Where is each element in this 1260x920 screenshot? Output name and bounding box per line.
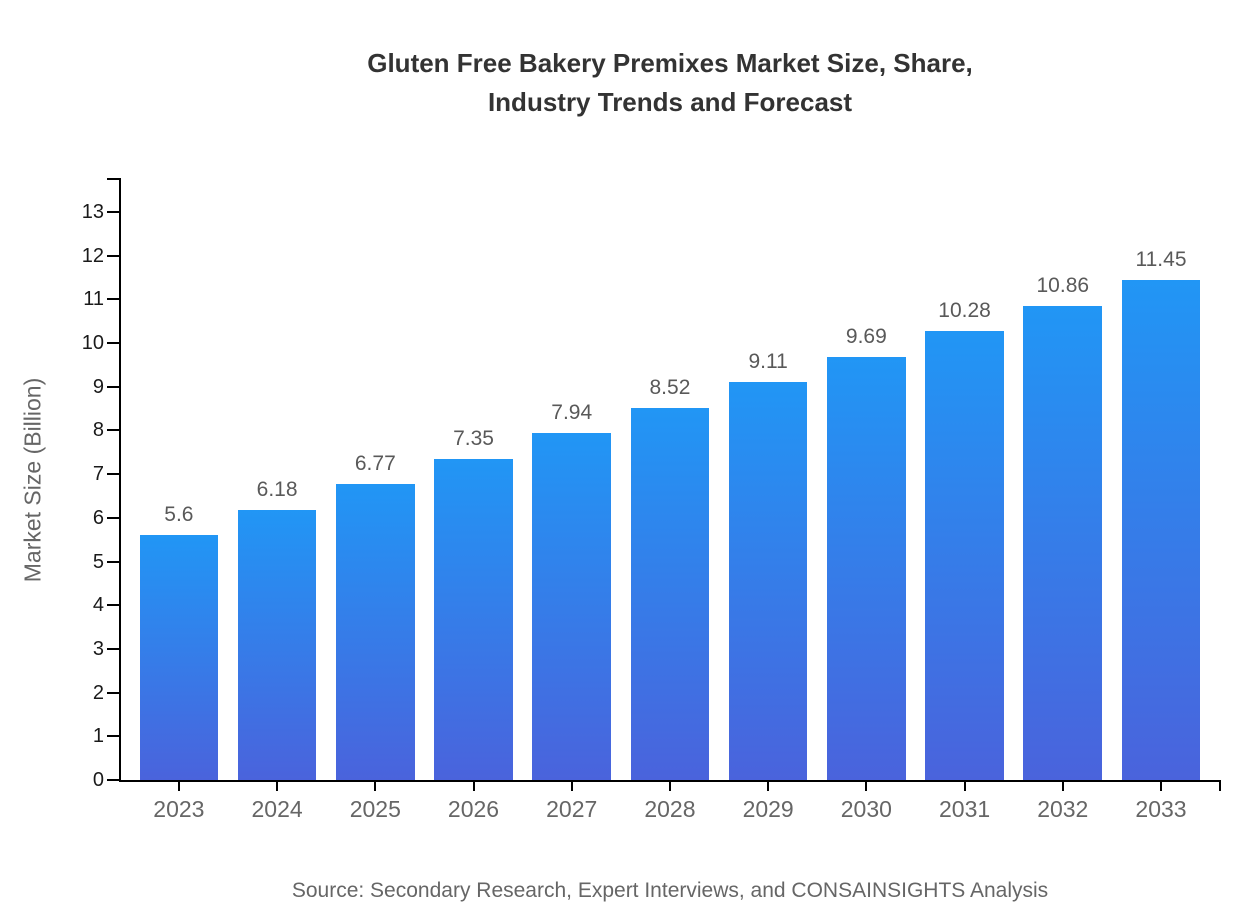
chart-title-line1: Gluten Free Bakery Premixes Market Size,… [367,48,973,78]
x-tick-label: 2025 [349,796,401,822]
y-tick [107,560,119,563]
y-tick [107,647,119,650]
x-tick [668,782,671,791]
bar-value-label: 9.11 [748,349,788,373]
y-tick-label: 1 [92,725,104,748]
bar-value-label: 11.45 [1135,247,1187,271]
x-tick [767,782,770,791]
x-tick [374,782,377,791]
y-tick-label: 3 [92,637,104,660]
y-tick [107,691,119,694]
bar [237,509,317,780]
source-note: Source: Secondary Research, Expert Inter… [291,879,1049,902]
y-tick [107,604,119,607]
y-tick-label: 4 [92,594,104,617]
bar [630,407,710,780]
y-axis-line [119,178,121,782]
bar-value-label: 9.69 [845,324,887,348]
y-tick-label: 11 [83,288,104,311]
y-tick-label: 8 [92,419,104,442]
bar-value-label: 7.35 [453,426,494,450]
y-tick-label: 2 [92,681,104,704]
bar [925,330,1004,780]
y-tick-label: 10 [81,332,104,355]
y-tick [107,342,119,345]
bar-value-label: 10.86 [1036,273,1090,297]
bar-value-label: 10.28 [938,298,991,322]
y-tick [107,385,119,388]
y-tick [107,298,119,301]
y-tick [107,516,119,519]
x-tick-label: 2030 [840,796,892,822]
x-tick-label: 2027 [546,796,598,822]
x-tick-label: 2033 [1135,796,1187,822]
y-tick [107,473,119,476]
y-tick [107,735,119,738]
x-axis-line [119,780,1221,782]
x-tick [1160,782,1162,791]
x-tick-label: 2032 [1037,796,1089,822]
x-tick-label: 2024 [251,796,303,822]
y-tick-label: 6 [92,506,104,529]
bar [139,535,219,780]
x-tick [1061,782,1064,791]
x-tick-label: 2026 [447,796,500,822]
bar [1121,279,1201,780]
y-tick-label: 9 [92,375,104,398]
bar-value-label: 6.77 [354,452,396,476]
y-tick-label: 5 [92,550,104,573]
bar [434,458,513,780]
x-tick-label: 2031 [938,796,991,822]
y-tick-label: 12 [81,244,104,267]
bar-value-label: 6.18 [256,477,298,501]
bar-value-label: 5.6 [164,503,194,527]
bar [827,356,906,780]
y-tick [107,779,119,781]
x-tick [963,782,966,791]
bar [728,381,808,780]
x-tick [177,782,180,791]
bar-value-label: 8.52 [649,375,691,399]
y-tick-label: 0 [92,769,104,791]
y-tick [107,211,119,213]
x-tick [865,782,868,791]
bar [336,484,415,780]
x-tick-label: 2023 [153,796,205,822]
y-tick-label: 7 [92,463,104,486]
y-tick [107,429,119,432]
x-tick-label: 2029 [742,796,794,822]
bar [532,433,612,780]
y-tick-label: 13 [81,201,104,223]
bar [1023,305,1103,780]
x-tick-label: 2028 [644,796,696,822]
chart-title: Gluten Free Bakery Premixes Market Size,… [120,44,1220,122]
x-axis-right-cap [1219,782,1221,791]
x-tick [472,782,475,791]
x-tick [276,782,279,791]
x-tick [570,782,573,791]
bar-value-label: 7.94 [551,401,593,425]
y-tick [107,254,119,257]
chart-title-line2: Industry Trends and Forecast [487,87,853,117]
y-axis-top-cap [107,178,119,180]
